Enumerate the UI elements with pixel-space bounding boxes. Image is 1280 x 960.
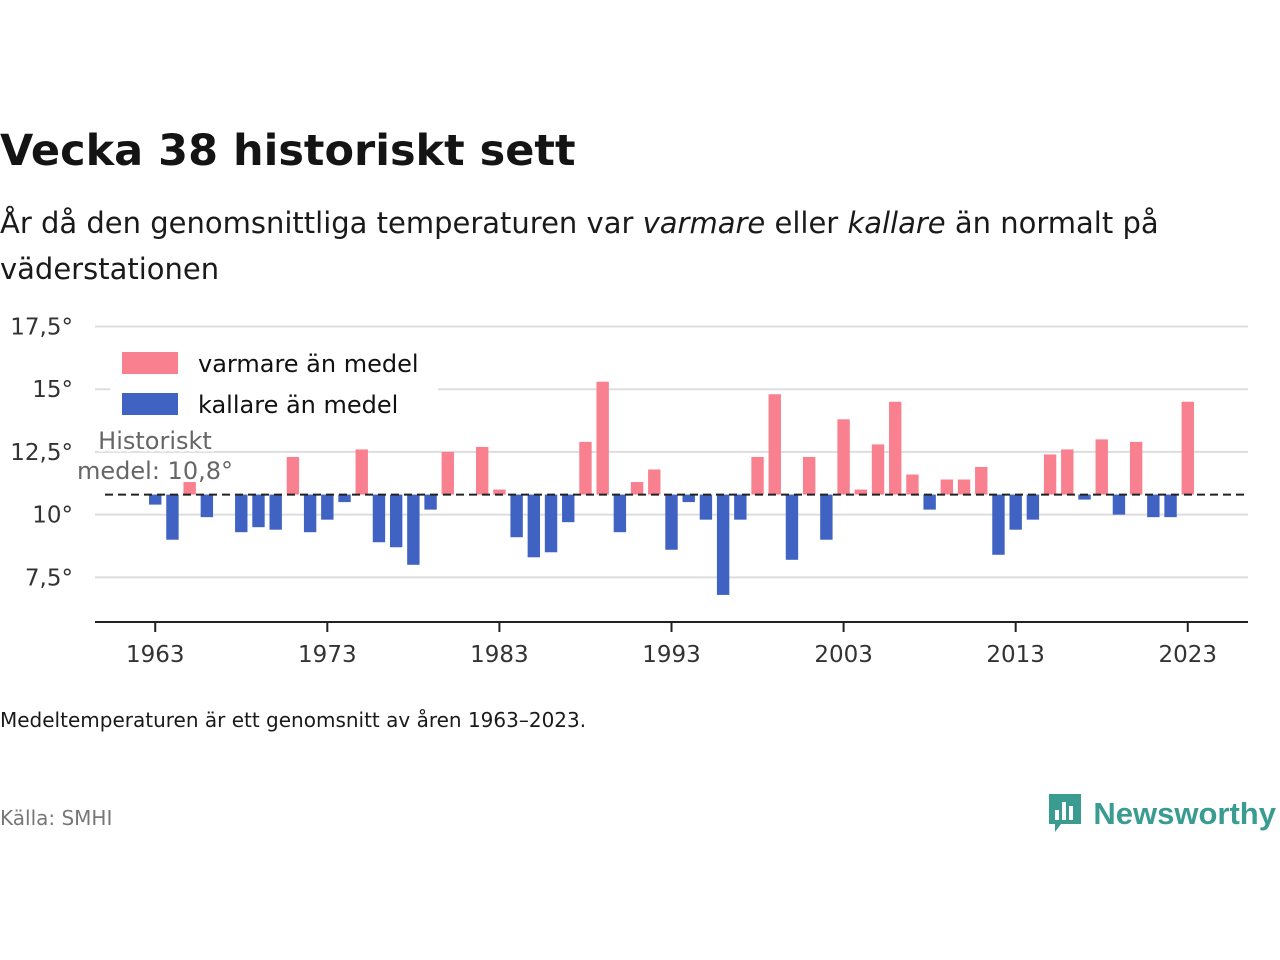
y-tick-label: 15°: [32, 377, 73, 403]
bar-cold: [785, 494, 799, 560]
subtitle-part-1: År då den genomsnittliga temperaturen va…: [0, 206, 643, 240]
bar-cold: [544, 494, 558, 553]
bar-warm: [975, 466, 988, 495]
x-axis: [95, 621, 1248, 632]
bars: [149, 381, 1194, 595]
bar-chart: 7,5° 10° 12,5° 15° 17,5° 1963 1973 1983 1993 200…: [10, 315, 1248, 668]
bar-warm: [286, 456, 300, 495]
baseline-annotation: Historiskt medel: 10,8°: [75, 425, 236, 488]
chart-subtitle: År då den genomsnittliga temperaturen va…: [0, 200, 1240, 292]
x-tick-label: 1963: [126, 642, 185, 668]
subtitle-part-2: eller: [765, 206, 848, 240]
y-axis-labels: 7,5° 10° 12,5° 15° 17,5°: [10, 315, 73, 592]
x-tick-label: 1973: [298, 642, 357, 668]
legend-swatch-cold: [122, 393, 178, 415]
bar-cold: [252, 494, 265, 528]
bar-cold: [235, 494, 248, 533]
bar-cold: [1009, 494, 1022, 530]
bar-cold: [166, 494, 179, 540]
bar-warm: [957, 479, 971, 495]
x-tick-label: 2003: [814, 642, 873, 668]
bar-warm: [476, 446, 489, 495]
chart-title: Vecka 38 historiskt sett: [0, 126, 576, 176]
y-tick-label: 17,5°: [10, 315, 73, 341]
baseline-label-line-1: Historiskt: [98, 427, 212, 455]
y-tick-label: 10°: [32, 503, 73, 529]
bar-cold: [734, 494, 747, 520]
bar-cold: [1078, 494, 1091, 500]
bar-cold: [665, 494, 678, 550]
bar-cold: [1147, 494, 1160, 518]
bar-warm: [871, 444, 885, 495]
bar-warm: [1043, 454, 1057, 495]
x-tick-label: 2023: [1158, 642, 1217, 668]
bar-cold: [613, 494, 627, 533]
bar-warm: [183, 482, 196, 495]
bar-cold: [1164, 494, 1177, 518]
bar-cold: [389, 494, 403, 548]
x-tick-label: 1983: [470, 642, 529, 668]
bar-cold: [716, 494, 730, 595]
bar-cold: [303, 494, 317, 533]
subtitle-warm-word: varmare: [642, 206, 766, 240]
legend-label-warm: varmare än medel: [198, 350, 419, 378]
legend-label-cold: kallare än medel: [198, 391, 398, 419]
bar-cold: [321, 494, 334, 520]
legend-swatch-warm: [122, 352, 178, 374]
bar-cold: [820, 494, 833, 540]
bar-warm: [441, 451, 454, 495]
subtitle-part-3: än normalt på väderstationen: [0, 206, 1159, 286]
bar-cold: [1026, 494, 1040, 520]
x-tick-label: 1993: [642, 642, 701, 668]
bar-cold: [923, 494, 936, 510]
bar-warm: [1181, 401, 1194, 495]
bar-warm: [768, 394, 781, 495]
bar-cold: [682, 494, 695, 503]
bar-cold: [372, 494, 386, 543]
x-axis-labels: 1963 1973 1983 1993 2003 2013 2023: [126, 642, 1217, 668]
footnote: Medeltemperaturen är ett genomsnitt av å…: [0, 708, 587, 732]
bar-cold: [149, 494, 162, 505]
bar-cold: [562, 494, 575, 523]
bar-warm: [751, 456, 764, 495]
source-credit: Källa: SMHI: [0, 806, 113, 830]
bar-warm: [889, 401, 902, 495]
bar-cold: [200, 494, 214, 518]
bar-warm: [1061, 449, 1074, 495]
bar-cold: [699, 494, 713, 520]
bar-warm: [906, 474, 919, 495]
bar-cold: [992, 494, 1005, 555]
bar-warm: [854, 489, 867, 495]
bar-warm: [596, 381, 609, 495]
bar-warm: [1095, 439, 1108, 495]
bar-warm: [802, 456, 816, 495]
bar-cold: [527, 494, 541, 558]
bar-cold: [1112, 494, 1126, 515]
bar-warm: [579, 441, 592, 495]
subtitle-cold-word: kallare: [847, 206, 946, 240]
bar-warm: [493, 489, 506, 495]
baseline-label-line-2: medel: 10,8°: [77, 457, 233, 485]
bar-warm: [940, 479, 954, 495]
bar-warm: [1129, 441, 1143, 495]
bar-cold: [407, 494, 420, 565]
bar-warm: [355, 449, 368, 495]
legend: varmare än medel kallare än medel: [110, 340, 438, 425]
y-tick-label: 12,5°: [10, 440, 73, 466]
bar-cold: [510, 494, 523, 538]
logo-text: Newsworthy: [1093, 796, 1276, 831]
bar-cold: [424, 494, 437, 510]
y-tick-label: 7,5°: [25, 565, 73, 591]
newsworthy-logo: Newsworthy: [1047, 790, 1276, 838]
x-tick-label: 2013: [986, 642, 1045, 668]
bar-warm: [648, 469, 661, 495]
newsworthy-logo-icon: [1049, 794, 1082, 832]
bar-cold: [338, 494, 351, 503]
bar-warm: [630, 482, 644, 495]
bar-cold: [269, 494, 282, 530]
bar-warm: [837, 419, 850, 495]
